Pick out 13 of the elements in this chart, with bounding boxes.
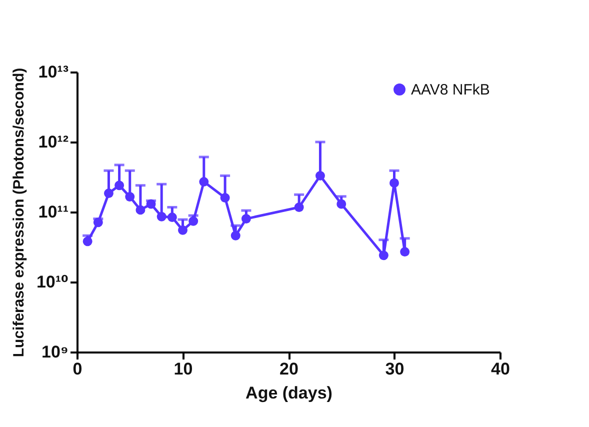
y-tick-label: 10¹³ xyxy=(38,62,69,82)
x-axis-title: Age (days) xyxy=(246,384,332,402)
x-tick-label: 40 xyxy=(491,360,510,378)
x-tick-label: 30 xyxy=(385,360,404,378)
x-tick-label: 0 xyxy=(72,360,82,378)
x-tick-label: 20 xyxy=(280,360,298,378)
y-tick-label: 10¹² xyxy=(38,132,69,152)
y-tick-label: 10¹⁰ xyxy=(36,272,68,292)
legend-label: AAV8 NFkB xyxy=(411,82,490,98)
y-tick-label: 10⁹ xyxy=(42,342,68,362)
y-axis-title: Luciferase expression (Photons/second) xyxy=(10,68,28,358)
x-tick-label: 10 xyxy=(174,360,193,378)
y-tick-label: 10¹¹ xyxy=(38,202,69,222)
